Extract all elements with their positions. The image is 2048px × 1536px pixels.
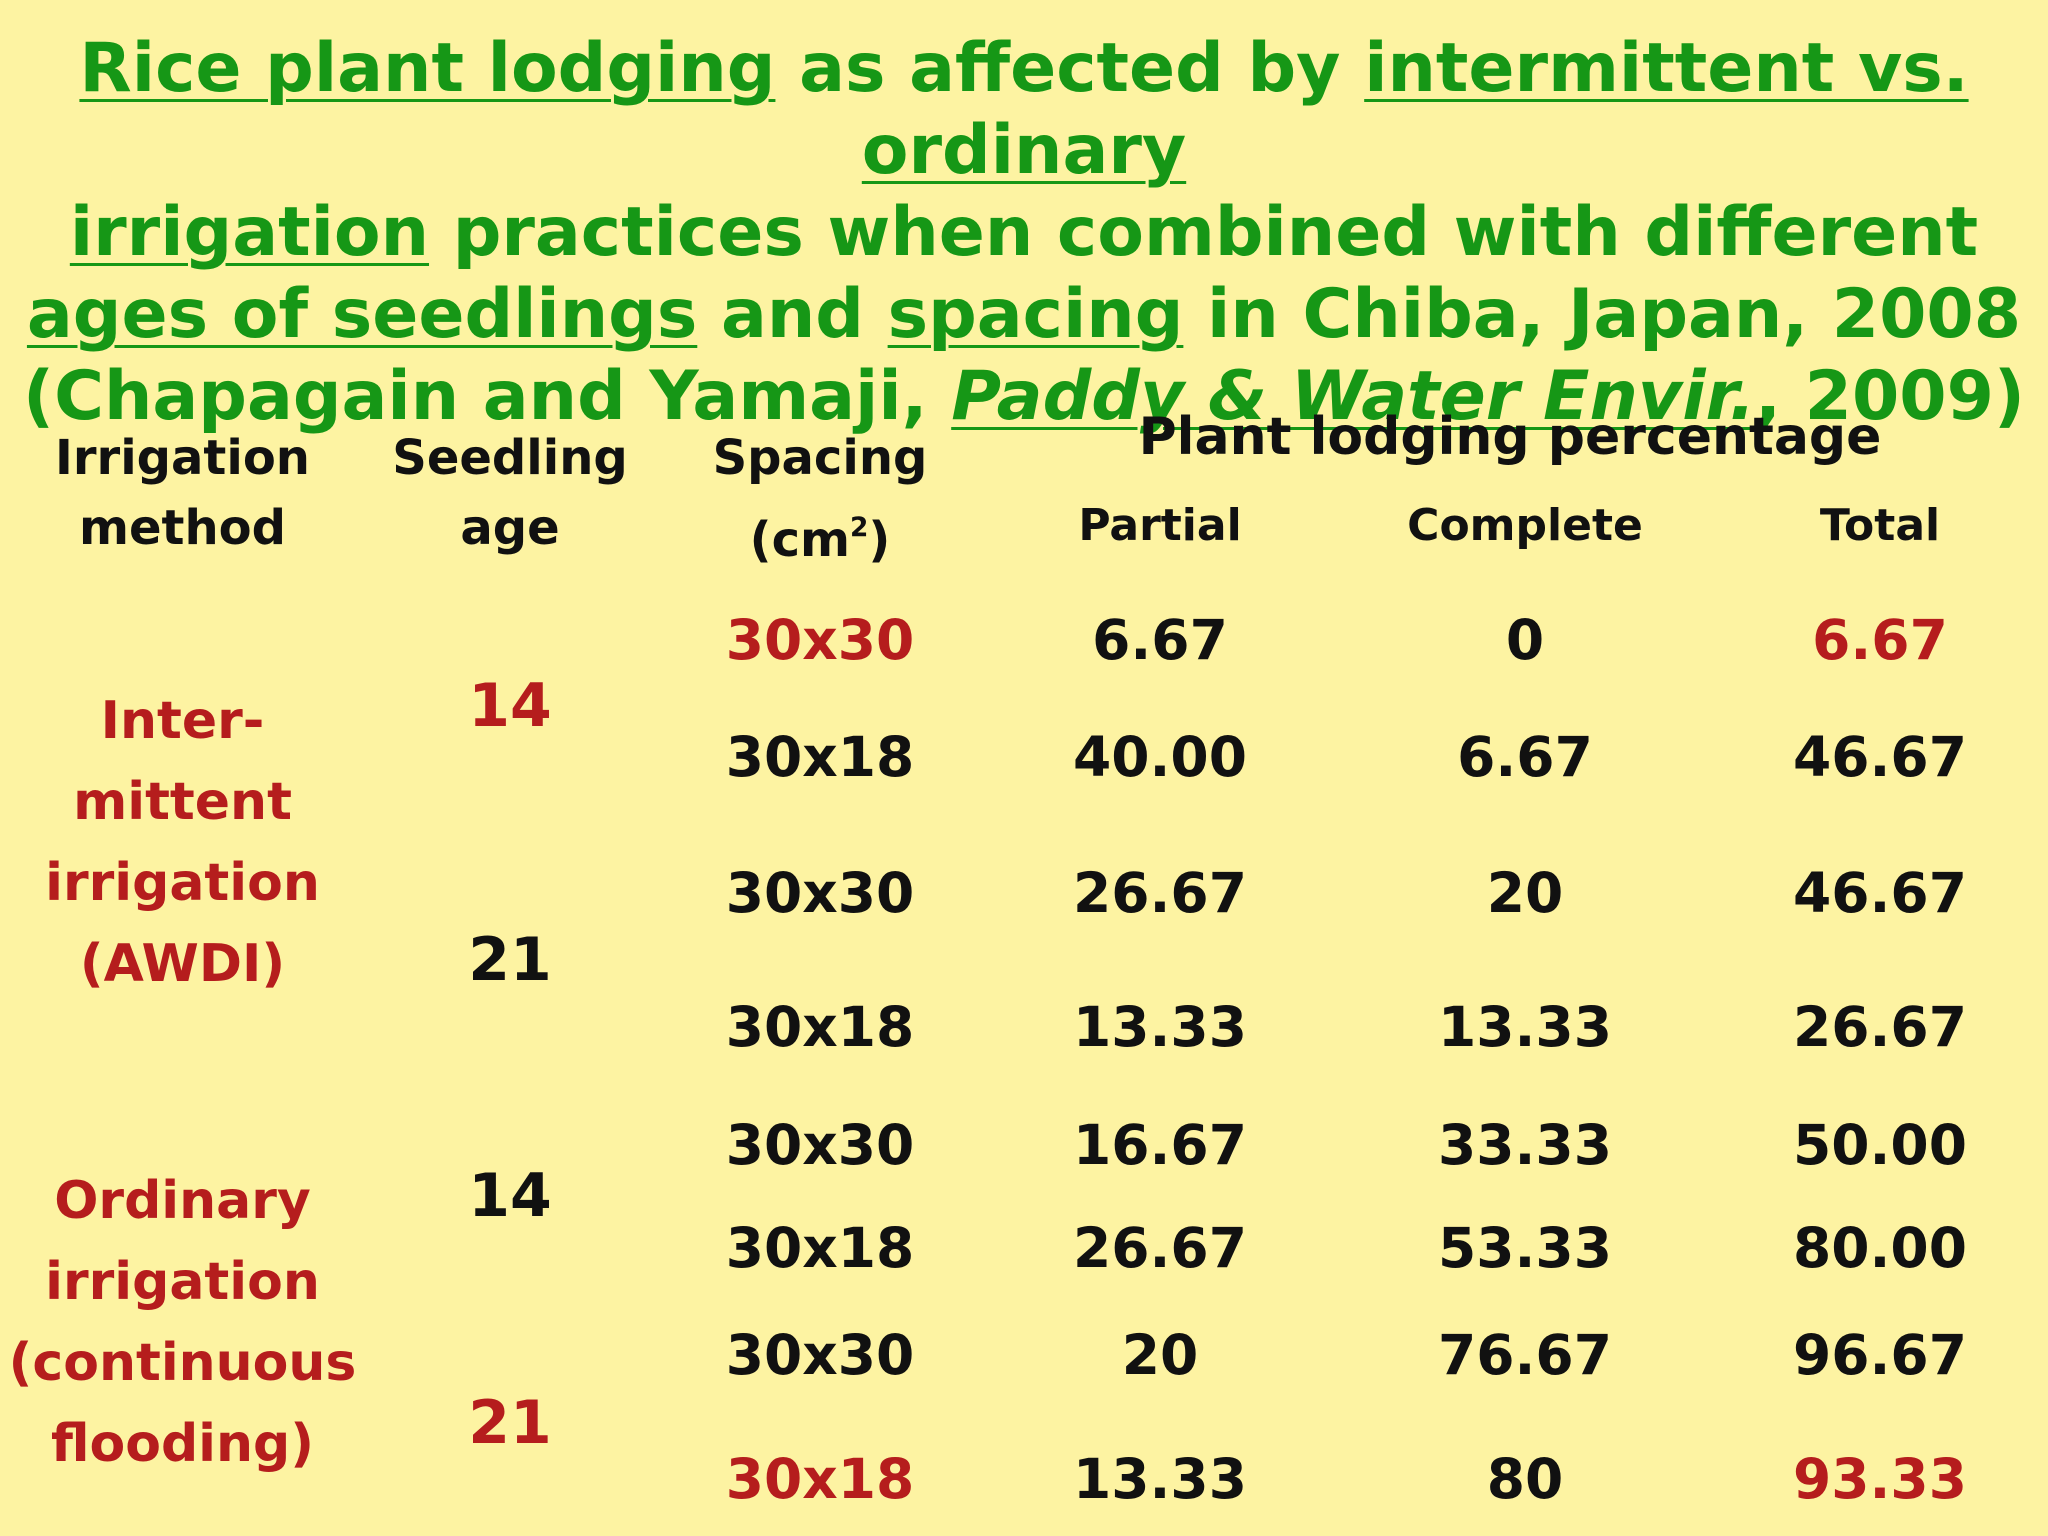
total-cell: 46.67 bbox=[1793, 861, 1967, 925]
title-text: and bbox=[697, 275, 888, 354]
seedling-age-cell: 14 bbox=[468, 1161, 552, 1231]
header-text: Irrigation bbox=[55, 430, 310, 486]
seedling-age-cell: 21 bbox=[468, 925, 552, 995]
title-link-lodging: Rice plant lodging bbox=[79, 29, 776, 108]
spacing-cell: 30x30 bbox=[725, 1323, 915, 1387]
title-line-1: Rice plant lodging as affected by interm… bbox=[0, 28, 2048, 192]
group-text: Ordinary bbox=[54, 1171, 311, 1231]
total-cell: 50.00 bbox=[1793, 1113, 1967, 1177]
header-spacing: Spacing (cm2) bbox=[680, 423, 960, 575]
spacing-cell: 30x18 bbox=[725, 1447, 915, 1511]
partial-cell: 26.67 bbox=[1073, 1216, 1247, 1280]
header-complete: Complete bbox=[1407, 500, 1643, 551]
citation-journal: Paddy & Water Envir. bbox=[951, 357, 1756, 436]
header-text: age bbox=[460, 500, 560, 556]
spacing-cell: 30x18 bbox=[725, 725, 915, 789]
title-text: practices when combined with different bbox=[429, 193, 1979, 272]
header-total: Total bbox=[1819, 500, 1941, 551]
citation-authors: (Chapagain and Yamaji, bbox=[22, 357, 952, 436]
partial-cell: 6.67 bbox=[1092, 608, 1228, 672]
complete-cell: 20 bbox=[1486, 861, 1564, 925]
total-cell: 96.67 bbox=[1793, 1323, 1967, 1387]
complete-cell: 13.33 bbox=[1438, 995, 1612, 1059]
header-text: Seedling bbox=[392, 430, 628, 486]
complete-cell: 0 bbox=[1505, 608, 1545, 672]
partial-cell: 40.00 bbox=[1073, 725, 1247, 789]
complete-cell: 33.33 bbox=[1438, 1113, 1612, 1177]
complete-cell: 80 bbox=[1486, 1447, 1564, 1511]
title-text: as affected by bbox=[775, 29, 1365, 108]
group-intermittent-irrigation: Inter- mittent irrigation (AWDI) bbox=[0, 681, 365, 1005]
group-text: irrigation bbox=[45, 853, 320, 913]
title-link-irrigation-type: intermittent vs. ordinary bbox=[861, 29, 1969, 190]
spacing-cell: 30x30 bbox=[725, 861, 915, 925]
partial-cell: 20 bbox=[1121, 1323, 1199, 1387]
complete-cell: 53.33 bbox=[1438, 1216, 1612, 1280]
title-text: in Chiba, Japan, 2008 bbox=[1183, 275, 2022, 354]
group-text: (continuous bbox=[8, 1333, 357, 1393]
title-line-3: ages of seedlings and spacing in Chiba, … bbox=[0, 274, 2048, 356]
title-line-4: (Chapagain and Yamaji, Paddy & Water Env… bbox=[0, 356, 2048, 438]
group-ordinary-irrigation: Ordinary irrigation (continuous flooding… bbox=[0, 1161, 365, 1485]
header-lodging-percentage: Plant lodging percentage bbox=[1138, 407, 1882, 467]
complete-cell: 76.67 bbox=[1438, 1323, 1612, 1387]
total-cell: 6.67 bbox=[1812, 608, 1948, 672]
header-irrigation-method: Irrigation method bbox=[0, 423, 365, 563]
partial-cell: 13.33 bbox=[1073, 1447, 1247, 1511]
slide-title: Rice plant lodging as affected by interm… bbox=[0, 28, 2048, 438]
spacing-cell: 30x18 bbox=[725, 995, 915, 1059]
partial-cell: 26.67 bbox=[1073, 861, 1247, 925]
seedling-age-cell: 21 bbox=[468, 1388, 552, 1458]
header-spacing-unit: (cm2) bbox=[749, 511, 891, 568]
title-link-spacing: spacing bbox=[887, 275, 1184, 354]
total-cell: 46.67 bbox=[1793, 725, 1967, 789]
total-cell: 93.33 bbox=[1793, 1447, 1967, 1511]
complete-cell: 6.67 bbox=[1457, 725, 1593, 789]
group-text: flooding) bbox=[50, 1414, 315, 1474]
spacing-cell: 30x30 bbox=[725, 1113, 915, 1177]
header-partial: Partial bbox=[1078, 500, 1242, 551]
title-link-ages: ages of seedlings bbox=[26, 275, 698, 354]
group-text: mittent bbox=[73, 772, 292, 832]
group-text: Inter- bbox=[100, 691, 265, 751]
title-line-2: irrigation practices when combined with … bbox=[0, 192, 2048, 274]
spacing-cell: 30x18 bbox=[725, 1216, 915, 1280]
partial-cell: 16.67 bbox=[1073, 1113, 1247, 1177]
header-text: Spacing bbox=[712, 430, 928, 486]
citation-year: , 2009) bbox=[1755, 357, 2026, 436]
partial-cell: 13.33 bbox=[1073, 995, 1247, 1059]
group-text: irrigation bbox=[45, 1252, 320, 1312]
title-link-irrigation: irrigation bbox=[69, 193, 430, 272]
group-text: (AWDI) bbox=[79, 934, 286, 994]
header-text: method bbox=[78, 500, 287, 556]
total-cell: 80.00 bbox=[1793, 1216, 1967, 1280]
header-seedling-age: Seedling age bbox=[365, 423, 655, 563]
seedling-age-cell: 14 bbox=[468, 671, 552, 741]
spacing-cell: 30x30 bbox=[725, 608, 915, 672]
total-cell: 26.67 bbox=[1793, 995, 1967, 1059]
